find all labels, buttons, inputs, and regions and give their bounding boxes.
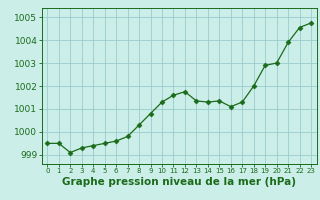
X-axis label: Graphe pression niveau de la mer (hPa): Graphe pression niveau de la mer (hPa) — [62, 177, 296, 187]
